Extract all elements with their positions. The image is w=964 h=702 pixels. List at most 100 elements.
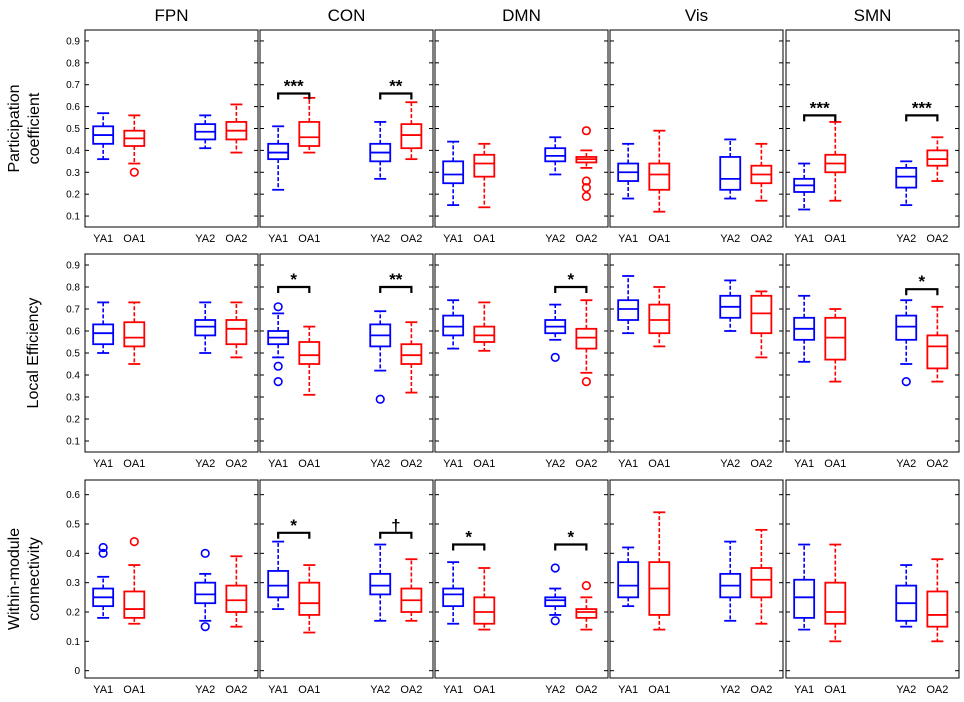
box-ya1: YA1 <box>267 125 290 245</box>
box-ya2: YA2 <box>719 279 742 470</box>
box-oa2: OA2 <box>575 299 598 470</box>
significance-bracket: *** <box>277 76 311 100</box>
group-label-ya1: YA1 <box>618 684 638 696</box>
group-label-ya1: YA1 <box>443 684 463 696</box>
ytick-label: 0.4 <box>66 549 80 560</box>
box-ya1: YA1 <box>793 162 816 245</box>
outlier-point <box>550 352 560 363</box>
group-label-ya2: YA2 <box>195 233 215 245</box>
ytick-label: 0.3 <box>66 393 80 404</box>
box-iqr <box>225 584 248 613</box>
significance-line <box>452 543 486 551</box>
group-label-ya2: YA2 <box>720 458 740 470</box>
box-iqr <box>473 596 496 625</box>
box-oa1: OA1 <box>298 564 321 696</box>
group-label-ya2: YA2 <box>896 684 916 696</box>
box-oa1: OA1 <box>648 129 670 245</box>
box-iqr <box>225 319 248 346</box>
box-iqr <box>298 581 321 616</box>
box-ya2: YA2 <box>544 303 567 470</box>
box-oa1: OA1 <box>123 301 145 470</box>
group-label-ya2: YA2 <box>195 458 215 470</box>
box-ya1: YA1 <box>442 140 465 245</box>
outlier-point <box>273 377 283 387</box>
significance-label: *** <box>284 76 304 95</box>
row-ylabel-local_efficiency-line0: Local Efficiency <box>25 298 42 409</box>
panel-participation-dmn: YA1 OA1 YA2 OA2 <box>434 29 609 245</box>
ytick-label: 0.9 <box>66 36 80 47</box>
significance-label: * <box>465 528 472 547</box>
box-oa2: OA2 <box>926 305 948 470</box>
box-iqr <box>544 147 567 163</box>
significance-label: * <box>918 272 925 291</box>
panel-frame <box>259 29 434 228</box>
ytick-label: 0.9 <box>66 261 80 272</box>
box-ya1: YA1 <box>442 561 465 696</box>
group-label-oa2: OA2 <box>750 684 772 696</box>
group-label-oa2: OA2 <box>225 233 247 245</box>
box-ya2: YA2 <box>544 136 567 245</box>
box-ya2: YA2 <box>194 301 217 470</box>
box-oa1: OA1 <box>824 543 846 696</box>
ytick-label: 0.3 <box>66 168 80 179</box>
ytick-label: 0.5 <box>66 349 80 360</box>
box-iqr <box>194 319 217 337</box>
group-label-ya2: YA2 <box>720 233 740 245</box>
box-oa2: OA2 <box>400 558 422 696</box>
group-label-oa2: OA2 <box>926 233 948 245</box>
box-oa2: OA2 <box>400 101 423 245</box>
panel-frame <box>259 479 434 679</box>
panel-local_efficiency-fpn: YA1 OA1 YA2 OA2 <box>84 253 259 470</box>
box-ya1: YA1 <box>793 543 816 696</box>
outlier-point <box>550 616 560 626</box>
box-oa1: OA1 <box>298 96 320 245</box>
group-label-ya1: YA1 <box>618 233 638 245</box>
box-iqr <box>895 314 918 341</box>
panel-frame <box>434 479 609 679</box>
row-ylabel-within_module_connectivity-line1: connectivity <box>26 537 43 621</box>
box-ya1: YA1 <box>793 294 816 470</box>
box-ya2: YA2 <box>544 563 567 696</box>
box-oa2: OA2 <box>750 290 772 470</box>
box-ya1: YA1 <box>617 275 640 470</box>
outlier-point <box>273 302 283 312</box>
box-oa1: OA1 <box>824 308 846 470</box>
panel-frame <box>259 253 434 453</box>
significance-line <box>379 531 413 539</box>
ytick-label: 0.7 <box>66 305 80 316</box>
box-iqr <box>267 570 290 599</box>
box-iqr <box>267 142 290 161</box>
group-label-oa1: OA1 <box>298 458 320 470</box>
panel-frame <box>609 29 784 228</box>
panel-frame <box>609 253 784 453</box>
panel-participation-fpn: YA1 OA1 YA2 OA2 <box>84 29 259 245</box>
box-oa2: OA2 <box>926 136 948 245</box>
outlier-point <box>98 542 108 553</box>
outlier-point <box>581 183 591 193</box>
significance-bracket: * <box>554 270 588 293</box>
box-iqr <box>400 123 423 150</box>
panel-frame <box>785 479 960 679</box>
network-title-vis: Vis <box>685 6 708 25</box>
box-iqr <box>442 314 465 337</box>
group-label-oa1: OA1 <box>123 233 145 245</box>
group-label-oa2: OA2 <box>575 233 597 245</box>
group-label-oa2: OA2 <box>750 458 772 470</box>
box-oa1: OA1 <box>473 301 495 470</box>
panel-local_efficiency-con: YA1 OA1 YA2 OA2* ** <box>259 253 434 470</box>
significance-label: * <box>567 528 574 547</box>
significance-label: ** <box>389 270 403 289</box>
outlier-point <box>581 126 591 136</box>
ytick-label: 0.5 <box>66 520 80 531</box>
significance-line <box>905 114 939 122</box>
ytick-label: 0.3 <box>66 578 80 589</box>
significance-line <box>277 285 311 293</box>
ytick-label: 0.2 <box>66 415 80 426</box>
box-iqr <box>400 343 423 365</box>
box-iqr <box>575 327 598 350</box>
significance-label: ** <box>389 76 403 95</box>
outlier-point <box>581 191 591 201</box>
box-oa1: OA1 <box>648 511 670 696</box>
ytick-label: 0.5 <box>66 124 80 135</box>
